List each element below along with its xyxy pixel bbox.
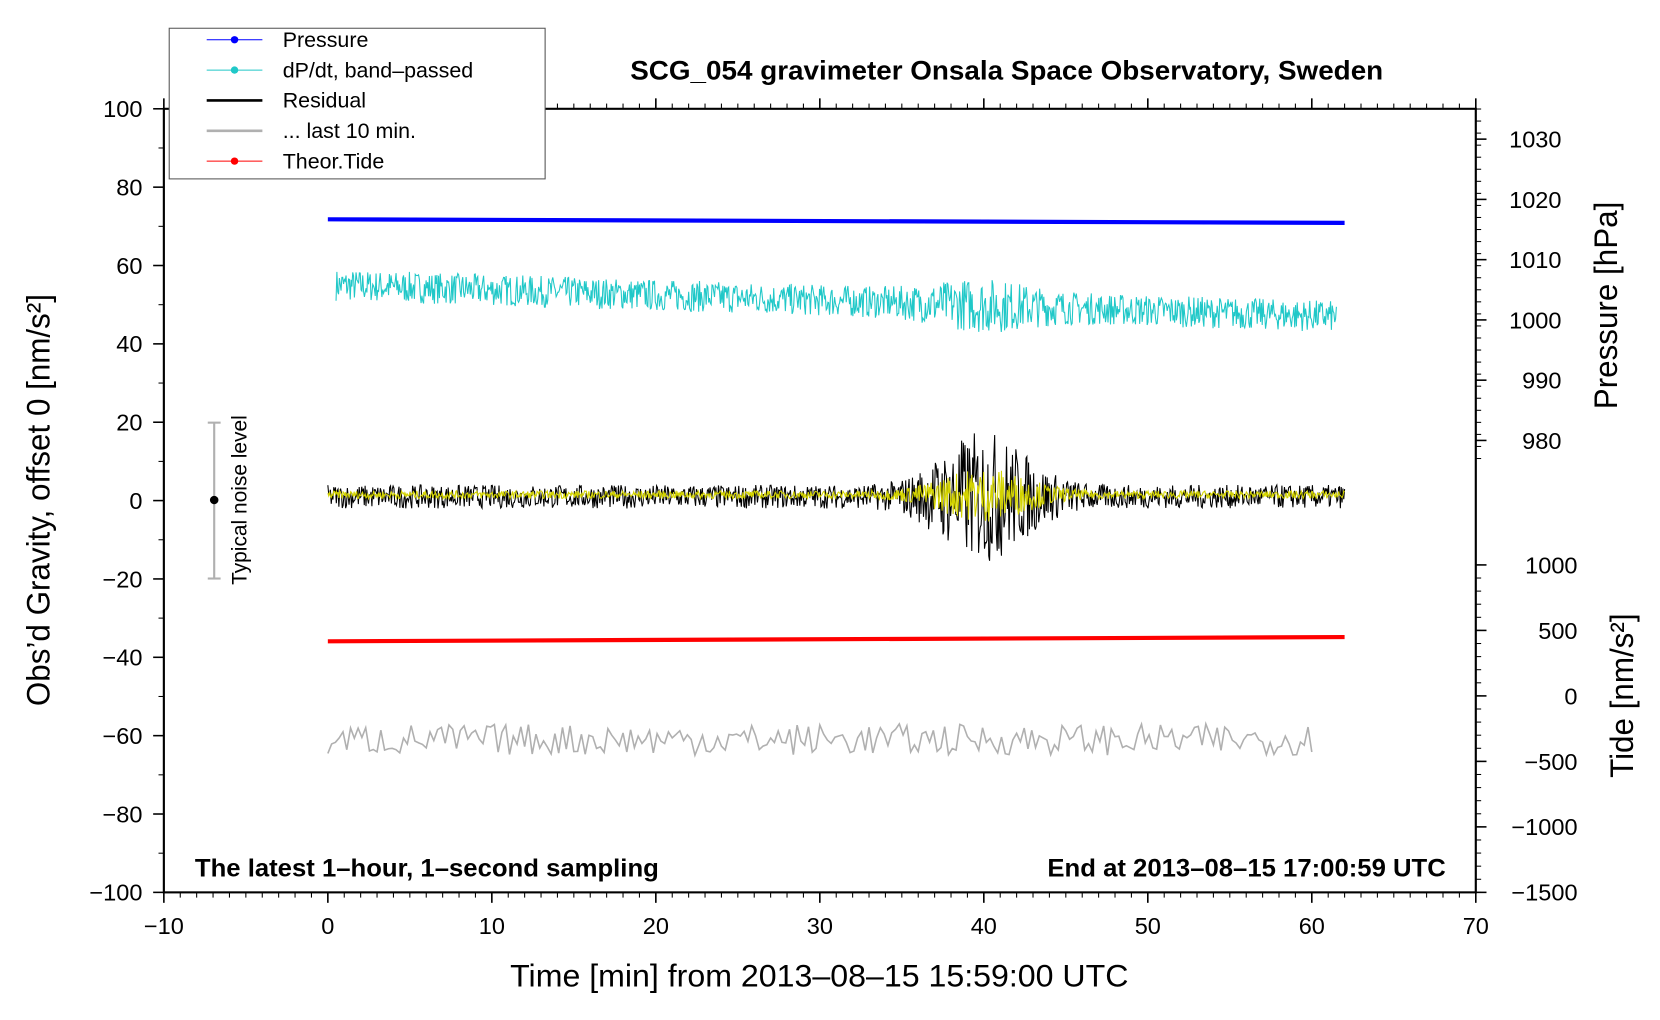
tide-tick-label: −1500 bbox=[1511, 880, 1577, 906]
legend-marker bbox=[230, 157, 239, 165]
pressure-tick-label: 990 bbox=[1522, 368, 1561, 394]
series-theor-tide bbox=[327, 634, 1345, 644]
x-tick-label: 20 bbox=[643, 913, 669, 939]
y-tick-label: −60 bbox=[103, 723, 143, 749]
legend-label: dP/dt, band–passed bbox=[283, 60, 473, 83]
y-tick-label: 40 bbox=[116, 331, 142, 357]
series-group bbox=[327, 217, 1346, 758]
noise-level-label: Typical noise level bbox=[228, 415, 251, 585]
pressure-tick-label: 1020 bbox=[1509, 187, 1561, 213]
x-tick-label: 60 bbox=[1299, 913, 1325, 939]
legend-label: Pressure bbox=[283, 29, 369, 52]
plot-frame bbox=[162, 107, 1477, 894]
pressure-tick-label: 1000 bbox=[1509, 308, 1561, 334]
legend-label: Residual bbox=[283, 90, 366, 113]
y-axis-label-tide: Tide [nm/s²] bbox=[1604, 613, 1640, 777]
y-tick-label: 60 bbox=[116, 253, 142, 279]
y-tick-label: −20 bbox=[103, 567, 143, 593]
series-residual bbox=[327, 433, 1346, 561]
tide-tick-label: 500 bbox=[1538, 618, 1577, 644]
legend-marker bbox=[230, 36, 239, 44]
y-axis-label-pressure: Pressure [hPa] bbox=[1588, 202, 1624, 410]
x-tick-label: 70 bbox=[1463, 913, 1489, 939]
x-axis-label: Time [min] from 2013–08–15 15:59:00 UTC bbox=[510, 958, 1128, 994]
x-tick-label: 30 bbox=[807, 913, 833, 939]
tide-tick-label: 1000 bbox=[1525, 553, 1577, 579]
noise-level-bar: Typical noise level bbox=[207, 415, 251, 585]
x-tick-label: 10 bbox=[479, 913, 505, 939]
series-pressure bbox=[327, 217, 1345, 225]
tide-tick-label: 0 bbox=[1564, 684, 1577, 710]
legend: Pressure dP/dt, band–passed Residual ... la… bbox=[168, 27, 546, 180]
series--last-min- bbox=[327, 721, 1313, 758]
tide-tick-label: −1000 bbox=[1511, 814, 1577, 840]
y-tick-label: −100 bbox=[89, 880, 142, 906]
y-tick-label: −80 bbox=[103, 802, 143, 828]
series-dp-dt-band-passed bbox=[335, 271, 1337, 332]
x-tick-label: 50 bbox=[1135, 913, 1161, 939]
y-axis-label-left: Obs’d Gravity, offset 0 [nm/s²] bbox=[20, 294, 56, 706]
pressure-tick-label: 1030 bbox=[1509, 127, 1561, 153]
x-tick-label: 0 bbox=[321, 913, 334, 939]
legend-marker bbox=[230, 66, 239, 74]
x-tick-label: 40 bbox=[971, 913, 997, 939]
pressure-tick-label: 1010 bbox=[1509, 247, 1561, 273]
y-tick-label: 20 bbox=[116, 410, 142, 436]
y-tick-label: 0 bbox=[129, 488, 142, 514]
annotation-left: The latest 1–hour, 1–second sampling bbox=[195, 855, 659, 883]
y-tick-label: −40 bbox=[103, 645, 143, 671]
x-tick-label: −10 bbox=[144, 913, 184, 939]
legend-label: ... last 10 min. bbox=[283, 120, 416, 143]
chart-title: SCG_054 gravimeter Onsala Space Observat… bbox=[630, 55, 1383, 86]
tide-tick-label: −500 bbox=[1525, 749, 1578, 775]
series-residual-smoothed bbox=[327, 470, 1346, 522]
legend-label: Theor.Tide bbox=[283, 151, 385, 174]
y-tick-label: 80 bbox=[116, 175, 142, 201]
annotation-right: End at 2013–08–15 17:00:59 UTC bbox=[1047, 855, 1445, 883]
y-tick-label: 100 bbox=[103, 96, 142, 122]
pressure-tick-label: 980 bbox=[1522, 428, 1561, 454]
